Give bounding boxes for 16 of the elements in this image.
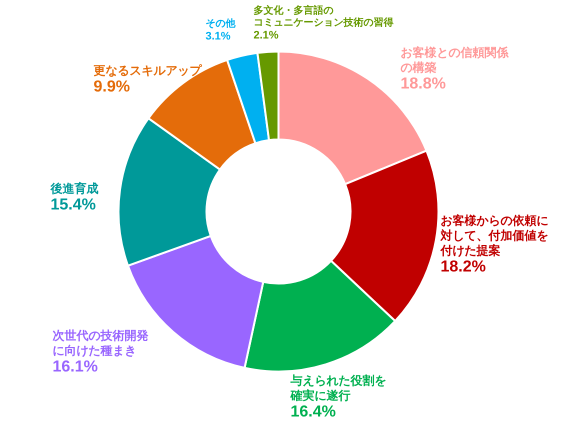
slice-label: 更なるスキルアップ <box>94 64 202 78</box>
data-label: 16.1% <box>52 358 98 376</box>
data-label: 15.4% <box>50 196 96 214</box>
slice-label: お客様との信頼関係の構築 <box>400 46 510 74</box>
slice-label: 与えられた役割を確実に遂行 <box>290 374 386 402</box>
data-label: 2.1% <box>254 30 279 42</box>
slice-label: 後進育成 <box>50 182 98 196</box>
data-label: 16.4% <box>290 404 336 420</box>
data-label: 3.1% <box>206 30 231 42</box>
slice-label: 多文化・多言語のコミュニケーション技術の習得 <box>254 4 394 28</box>
data-label: 18.2% <box>440 258 486 276</box>
data-label: 9.9% <box>94 78 130 96</box>
slice-label: その他 <box>206 18 236 30</box>
slice-label: お客様からの依頼に対して、付加価値を付けた提案 <box>440 214 548 258</box>
data-label: 18.8% <box>400 76 446 92</box>
slice-label: 次世代の技術開発に向けた種まき <box>52 328 148 358</box>
